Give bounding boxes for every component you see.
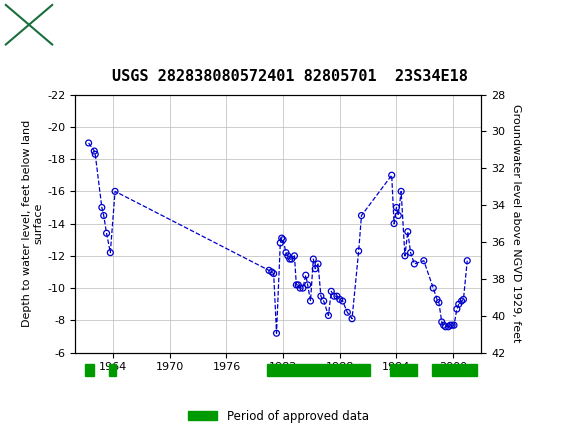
Point <box>409 261 419 267</box>
Point <box>439 322 448 329</box>
Point <box>450 322 459 329</box>
Point <box>457 298 466 304</box>
Point <box>267 268 277 276</box>
Point <box>338 298 347 304</box>
Point <box>347 315 357 322</box>
Point <box>419 257 429 264</box>
Point <box>303 281 312 288</box>
Point <box>441 323 450 330</box>
Point <box>400 252 409 259</box>
Point <box>452 306 462 313</box>
Point <box>429 285 438 292</box>
Point <box>319 298 328 304</box>
Point <box>444 323 453 330</box>
Point <box>287 255 296 262</box>
Point <box>106 249 115 256</box>
Bar <box>432 364 477 376</box>
Point <box>278 236 288 243</box>
Point <box>110 188 119 195</box>
Point <box>327 288 336 295</box>
Point <box>285 255 295 262</box>
Bar <box>390 364 417 376</box>
Y-axis label: Groundwater level above NGVD 1929, feet: Groundwater level above NGVD 1929, feet <box>511 104 521 343</box>
Point <box>277 235 287 242</box>
Point <box>324 312 333 319</box>
Point <box>272 330 281 337</box>
Point <box>90 147 99 154</box>
Point <box>293 281 303 288</box>
Point <box>276 240 285 246</box>
Point <box>290 252 299 259</box>
Point <box>97 204 107 211</box>
Point <box>310 265 320 272</box>
Point <box>445 322 455 329</box>
Point <box>90 151 100 158</box>
Point <box>269 270 278 277</box>
Point <box>432 296 441 303</box>
Y-axis label: Depth to water level, feet below land
surface: Depth to water level, feet below land su… <box>21 120 44 327</box>
Point <box>437 319 447 326</box>
Point <box>295 285 305 292</box>
Point <box>392 204 401 211</box>
Point <box>99 212 108 219</box>
Bar <box>267 364 370 376</box>
Point <box>463 257 472 264</box>
Point <box>316 293 325 300</box>
Point <box>357 212 366 219</box>
Point <box>389 220 398 227</box>
Point <box>298 285 307 292</box>
Point <box>448 322 457 329</box>
Point <box>394 212 403 219</box>
Point <box>329 293 339 300</box>
Text: USGS: USGS <box>67 16 122 34</box>
Bar <box>110 364 116 376</box>
Point <box>397 188 406 195</box>
Point <box>264 267 274 274</box>
Point <box>281 249 291 256</box>
Point <box>403 228 412 235</box>
Point <box>459 296 468 303</box>
Point <box>283 252 292 259</box>
Point <box>301 272 310 279</box>
Point <box>434 299 444 306</box>
Point <box>354 248 363 255</box>
Point <box>332 293 342 300</box>
Point <box>387 172 396 179</box>
Point <box>84 139 93 146</box>
Point <box>406 249 415 256</box>
Text: USGS 282838080572401 82805701  23S34E18: USGS 282838080572401 82805701 23S34E18 <box>112 69 468 84</box>
Point <box>454 301 463 308</box>
FancyBboxPatch shape <box>6 5 52 45</box>
Point <box>102 230 111 236</box>
Point <box>343 309 352 316</box>
Legend: Period of approved data: Period of approved data <box>183 405 374 427</box>
Bar <box>85 364 95 376</box>
Point <box>313 261 322 267</box>
Point <box>335 296 345 303</box>
Point <box>309 255 318 262</box>
Point <box>306 298 315 304</box>
Point <box>292 281 301 288</box>
